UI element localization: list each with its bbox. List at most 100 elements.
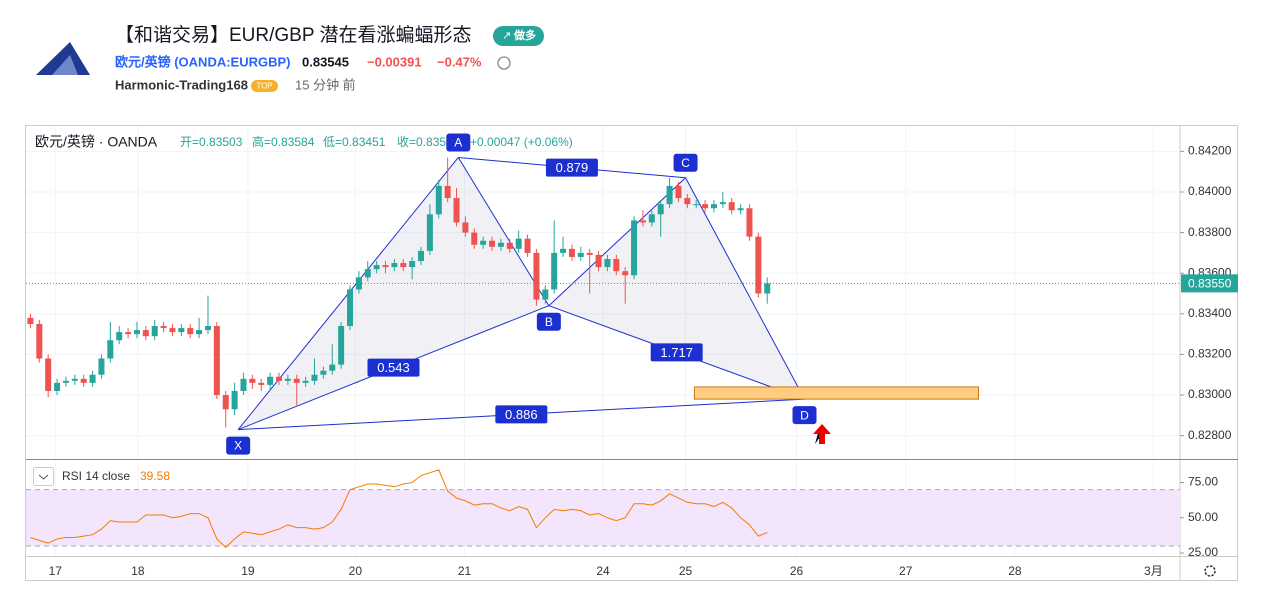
candle-body [116, 332, 123, 341]
candle-body [249, 378, 256, 383]
candle-body [27, 317, 34, 324]
ohlc-legend: 低=0.83451 [323, 135, 386, 149]
collapse-button[interactable] [33, 467, 54, 486]
candle-body [622, 271, 629, 276]
price: 0.83545 [302, 54, 349, 69]
rsi-value: 39.58 [140, 469, 170, 483]
candle-body [506, 242, 513, 249]
symbol[interactable]: 欧元/英镑 (OANDA:EURGBP) [115, 54, 291, 69]
x-tick-label: 17 [49, 564, 63, 578]
candle-body [222, 395, 229, 410]
y-tick-label: 0.84200 [1188, 144, 1232, 158]
candle-body [755, 236, 762, 294]
candle-body [151, 326, 158, 337]
candle-body [293, 378, 300, 383]
unused [815, 426, 829, 444]
author-badge-bg [251, 80, 278, 92]
candle-body [329, 364, 336, 371]
candle-body [196, 330, 203, 335]
candle-body [275, 376, 282, 381]
settings-icon[interactable] [1204, 565, 1216, 577]
rsi-line [30, 469, 768, 549]
candle-body [54, 382, 61, 391]
pattern-fill [548, 177, 805, 400]
pattern-fill [238, 157, 549, 430]
candle-body [382, 265, 389, 268]
chevron [38, 474, 49, 480]
candle-body [444, 185, 451, 199]
candle-body [524, 238, 531, 253]
candle-body [240, 378, 247, 391]
candle-body [426, 214, 433, 251]
candle-body [80, 378, 87, 383]
candle-body [648, 214, 655, 223]
candle-body [142, 330, 149, 337]
candle-body [267, 376, 274, 385]
candle-body [577, 252, 584, 257]
candle-body [125, 332, 132, 335]
candle-body [497, 242, 504, 247]
y-tick-label: 0.83200 [1188, 347, 1232, 361]
point-label: X [234, 439, 242, 453]
candle-body [657, 204, 664, 215]
candle-body [169, 328, 176, 333]
candle-body [533, 252, 540, 300]
badge[interactable] [493, 26, 544, 46]
candle-body [258, 382, 265, 385]
candle-body [613, 258, 620, 272]
y-tick-label: 75.00 [1188, 475, 1218, 489]
ratio-label: 0.879 [556, 160, 589, 175]
candle-body [187, 328, 194, 335]
candle-body [462, 222, 469, 233]
pattern-line [548, 177, 686, 307]
candle-body [675, 185, 682, 199]
candle-body [560, 248, 567, 253]
candle-body [320, 370, 327, 375]
candle-body [231, 390, 238, 410]
candle-body [364, 269, 371, 278]
author[interactable]: Harmonic-Trading168 [115, 77, 248, 92]
candle-body [764, 283, 771, 294]
candle-body [595, 254, 602, 268]
idea-title: 【和谐交易】EUR/GBP 潜在看涨蝙蝠形态 [115, 24, 471, 46]
rsi-title: RSI 14 close [62, 469, 130, 483]
candle-body [373, 265, 380, 270]
change: −0.00391 [367, 54, 422, 69]
ohlc-legend: 开=0.83503 [180, 135, 243, 149]
candle-body [489, 240, 496, 247]
ohlc-legend: +0.00047 (+0.06%) [470, 135, 573, 149]
candle-body [204, 326, 211, 331]
rsi-band [26, 489, 1180, 546]
buy-arrow [813, 424, 831, 444]
ratio-box [650, 343, 703, 362]
candle-body [702, 204, 709, 209]
chart-legend-title: 欧元/英镑 · OANDA [35, 134, 158, 150]
candle-body [515, 238, 522, 249]
point-box [446, 133, 471, 152]
ratio-box [545, 158, 598, 177]
x-tick-label: 28 [1008, 564, 1022, 578]
candle-body [400, 263, 407, 268]
x-tick-label: 18 [131, 564, 145, 578]
clock-icon[interactable] [497, 56, 511, 70]
candle-body [347, 289, 354, 327]
candle-body [693, 204, 700, 206]
candle-body [710, 204, 717, 209]
candle-body [107, 340, 114, 359]
point-label: A [454, 136, 462, 150]
candle-body [480, 240, 487, 245]
pattern-line [685, 177, 805, 400]
candle-body [45, 358, 52, 391]
candle-body [284, 378, 291, 381]
x-tick-label: 21 [458, 564, 472, 578]
last-price-label: 0.83550 [1188, 277, 1232, 291]
candle-body [604, 258, 611, 268]
y-tick-label: 0.83000 [1188, 387, 1232, 401]
point-label: D [800, 408, 809, 422]
candle-body [453, 198, 460, 223]
ratio-box [495, 405, 548, 424]
candle-body [719, 202, 726, 205]
candle-body [542, 289, 549, 300]
